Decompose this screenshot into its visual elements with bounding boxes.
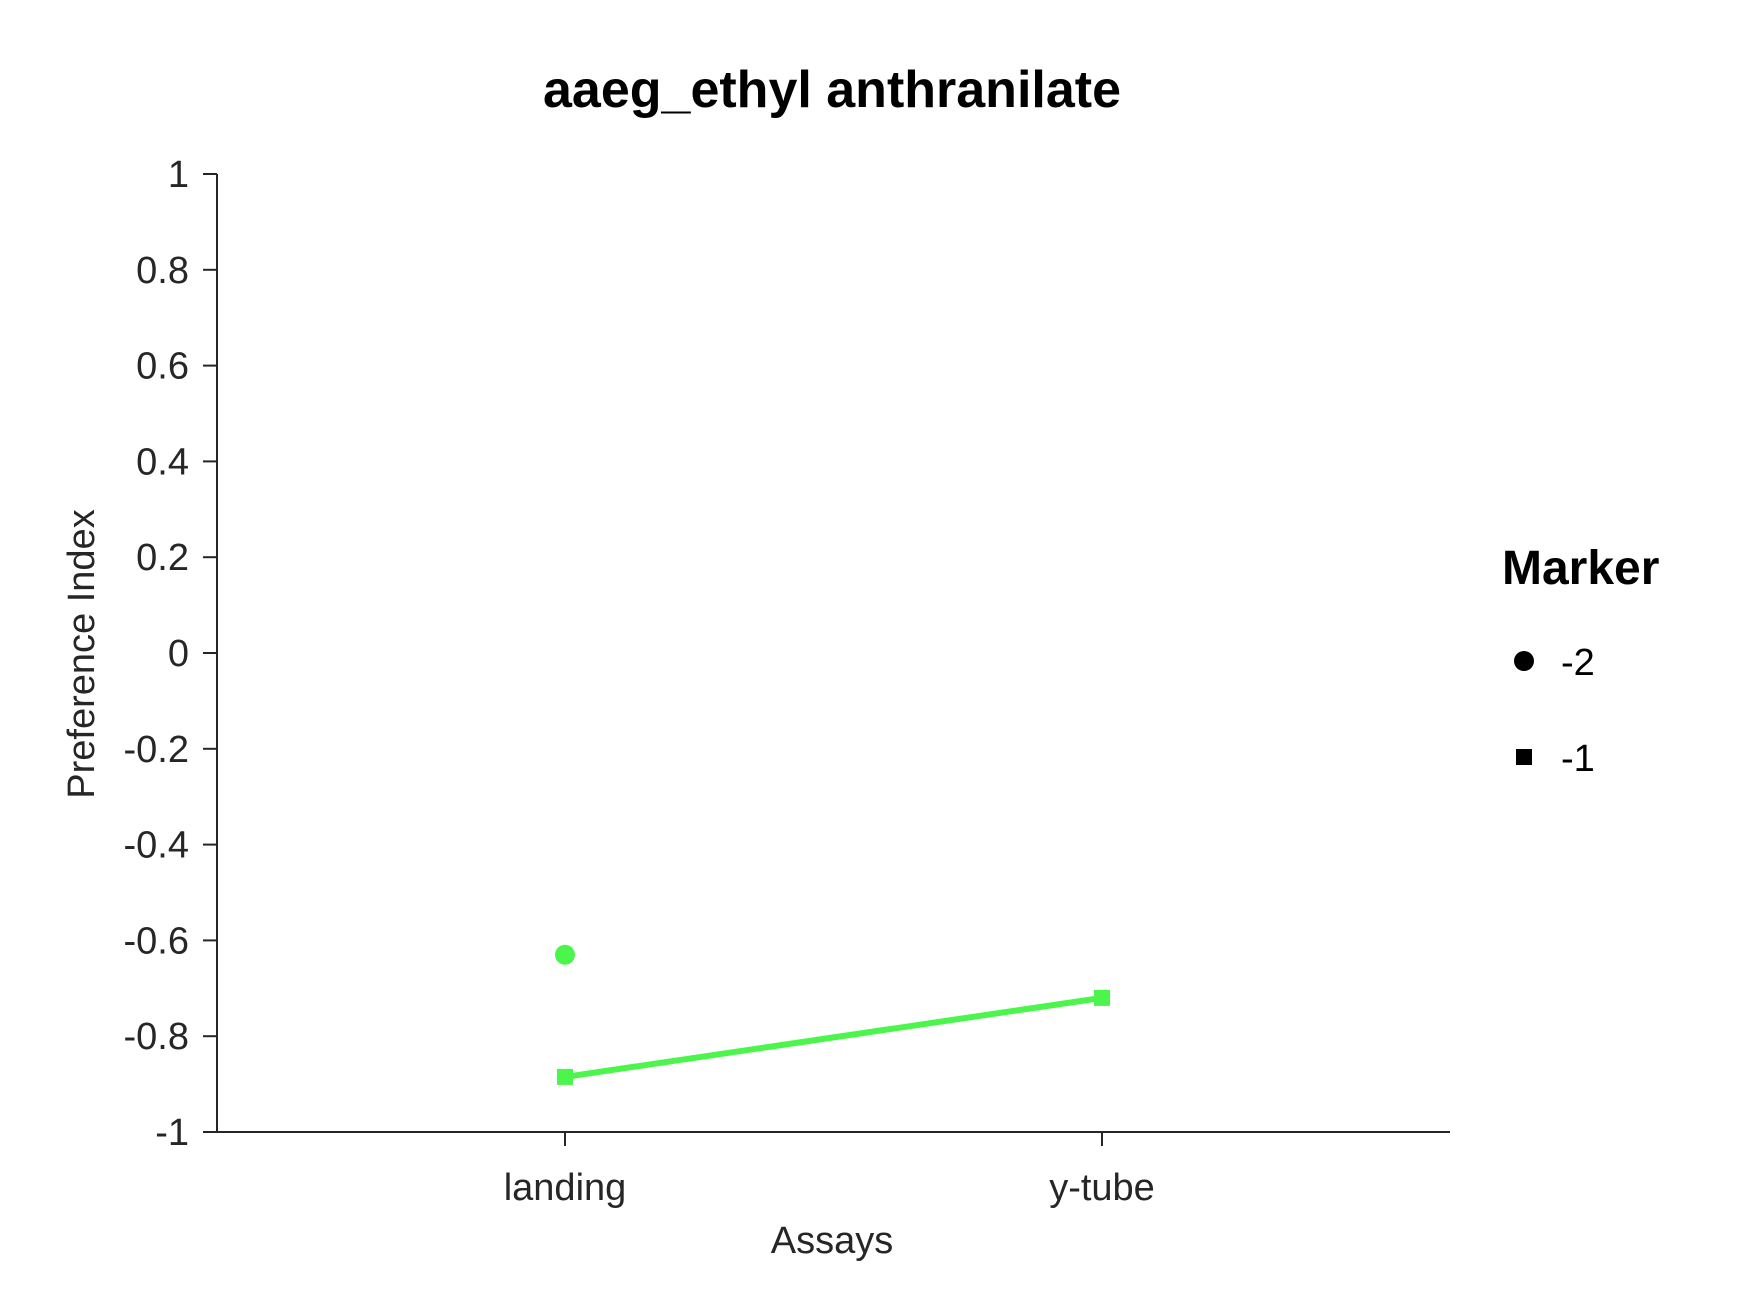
y-tick-label: -0.6	[124, 920, 189, 962]
y-tick-label: 0.2	[136, 537, 189, 579]
legend-entry-label: -2	[1561, 642, 1595, 684]
data-point-square	[557, 1068, 573, 1085]
x-axis-ticks: landing y-tube	[504, 1132, 1155, 1209]
y-tick-label: 1	[168, 154, 189, 196]
y-axis-ticks: 1 0.8 0.6 0.4 0.2 0 -0.2 -0.4 -0.6 -0.8 -1	[124, 154, 217, 1154]
plot-marks	[555, 944, 1110, 1085]
y-tick-label: 0.4	[136, 441, 189, 483]
legend-circle-marker	[1514, 651, 1534, 671]
chart-title: aaeg_ethyl anthranilate	[543, 61, 1121, 119]
x-axis-label: Assays	[771, 1220, 893, 1262]
legend-square-marker	[1516, 749, 1532, 765]
y-tick-label: -0.2	[124, 729, 189, 771]
x-tick-label: y-tube	[1049, 1167, 1155, 1209]
y-tick-label: 0.6	[136, 346, 189, 388]
x-tick-label: landing	[504, 1167, 627, 1209]
legend: Marker -2 -1	[1502, 542, 1659, 780]
data-point-square	[1094, 989, 1110, 1006]
y-tick-label: -0.8	[124, 1016, 189, 1058]
y-tick-label: -0.4	[124, 825, 189, 867]
axes	[216, 174, 1450, 1133]
series-line	[564, 994, 1103, 1080]
y-tick-label: 0.8	[136, 250, 189, 292]
legend-title: Marker	[1502, 542, 1659, 595]
data-point-circle	[555, 944, 575, 965]
legend-entry-label: -1	[1561, 738, 1595, 780]
y-tick-label: -1	[155, 1112, 189, 1154]
y-axis-label: Preference Index	[61, 509, 103, 798]
y-tick-label: 0	[168, 633, 189, 675]
